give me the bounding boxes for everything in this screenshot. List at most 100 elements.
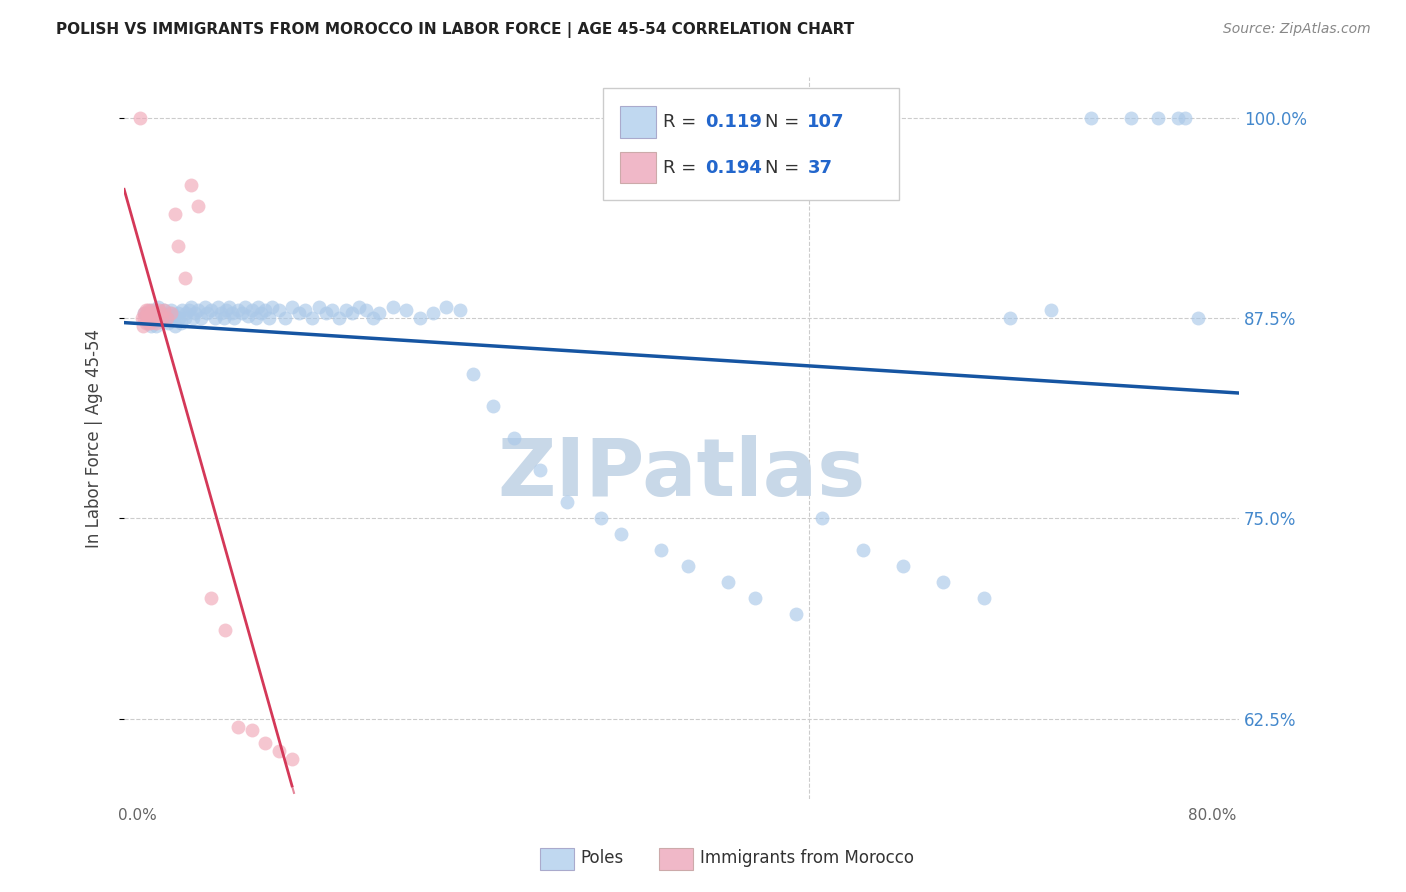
- Point: [141, 302, 163, 317]
- Point: [139, 310, 162, 325]
- Point: [529, 463, 551, 477]
- Point: [555, 495, 578, 509]
- Point: [214, 624, 236, 638]
- Point: [354, 302, 377, 317]
- Point: [143, 310, 166, 325]
- Point: [165, 318, 187, 333]
- Text: Poles: Poles: [581, 849, 624, 867]
- Point: [148, 302, 170, 317]
- Point: [347, 300, 370, 314]
- Point: [422, 306, 444, 320]
- FancyBboxPatch shape: [603, 88, 898, 200]
- Text: ZIPatlas: ZIPatlas: [498, 435, 866, 513]
- Point: [160, 302, 183, 317]
- Point: [135, 302, 157, 317]
- Point: [267, 744, 290, 758]
- Point: [166, 239, 188, 253]
- Point: [146, 310, 169, 325]
- Point: [342, 306, 364, 320]
- Text: R =: R =: [662, 113, 702, 131]
- Point: [200, 302, 222, 317]
- FancyBboxPatch shape: [620, 152, 655, 184]
- Point: [891, 559, 914, 574]
- Text: Source: ZipAtlas.com: Source: ZipAtlas.com: [1223, 22, 1371, 37]
- Point: [973, 591, 995, 606]
- Point: [173, 270, 195, 285]
- Point: [129, 111, 152, 125]
- Point: [408, 310, 430, 325]
- Point: [1174, 111, 1197, 125]
- Point: [180, 178, 202, 192]
- Point: [328, 310, 350, 325]
- Point: [197, 306, 219, 320]
- Point: [254, 736, 277, 750]
- Point: [138, 316, 160, 330]
- Point: [187, 199, 209, 213]
- Point: [207, 300, 229, 314]
- Point: [149, 306, 172, 320]
- Point: [294, 302, 316, 317]
- Point: [136, 316, 159, 330]
- Point: [1147, 111, 1170, 125]
- Point: [170, 302, 193, 317]
- Text: 0.119: 0.119: [704, 113, 762, 131]
- Point: [163, 308, 186, 322]
- Point: [281, 752, 304, 766]
- Point: [150, 310, 173, 325]
- Point: [143, 306, 166, 320]
- Point: [1187, 310, 1209, 325]
- Point: [204, 310, 226, 325]
- Point: [156, 308, 179, 322]
- Point: [166, 306, 188, 320]
- Point: [240, 302, 263, 317]
- Point: [321, 302, 343, 317]
- Point: [169, 316, 191, 330]
- Point: [162, 310, 184, 325]
- Point: [226, 302, 249, 317]
- Point: [589, 511, 612, 525]
- Point: [221, 306, 243, 320]
- Point: [245, 310, 267, 325]
- Point: [676, 559, 699, 574]
- Point: [212, 310, 235, 325]
- Point: [395, 302, 418, 317]
- Point: [136, 310, 159, 325]
- Point: [136, 302, 159, 317]
- Point: [155, 314, 177, 328]
- Point: [150, 306, 173, 320]
- Point: [287, 306, 309, 320]
- Point: [368, 306, 391, 320]
- Point: [184, 306, 207, 320]
- FancyBboxPatch shape: [620, 106, 655, 138]
- Y-axis label: In Labor Force | Age 45-54: In Labor Force | Age 45-54: [86, 328, 103, 548]
- Point: [156, 310, 179, 325]
- Point: [139, 318, 162, 333]
- Point: [1000, 310, 1022, 325]
- Point: [157, 316, 180, 330]
- Point: [152, 310, 174, 325]
- Point: [146, 300, 169, 314]
- Point: [231, 306, 253, 320]
- Point: [274, 310, 297, 325]
- Point: [436, 300, 458, 314]
- Point: [190, 310, 212, 325]
- Text: POLISH VS IMMIGRANTS FROM MOROCCO IN LABOR FORCE | AGE 45-54 CORRELATION CHART: POLISH VS IMMIGRANTS FROM MOROCCO IN LAB…: [56, 22, 855, 38]
- Point: [381, 300, 404, 314]
- Point: [209, 306, 232, 320]
- Point: [650, 543, 672, 558]
- Point: [134, 306, 156, 320]
- Text: Immigrants from Morocco: Immigrants from Morocco: [700, 849, 914, 867]
- Point: [811, 511, 834, 525]
- Point: [224, 310, 246, 325]
- Point: [136, 310, 159, 325]
- Point: [136, 306, 159, 320]
- Point: [502, 431, 524, 445]
- Text: N =: N =: [765, 113, 806, 131]
- Point: [1039, 302, 1062, 317]
- Point: [139, 310, 162, 325]
- Point: [141, 314, 163, 328]
- Point: [260, 300, 283, 314]
- Point: [281, 300, 304, 314]
- Point: [142, 310, 165, 324]
- Point: [247, 300, 270, 314]
